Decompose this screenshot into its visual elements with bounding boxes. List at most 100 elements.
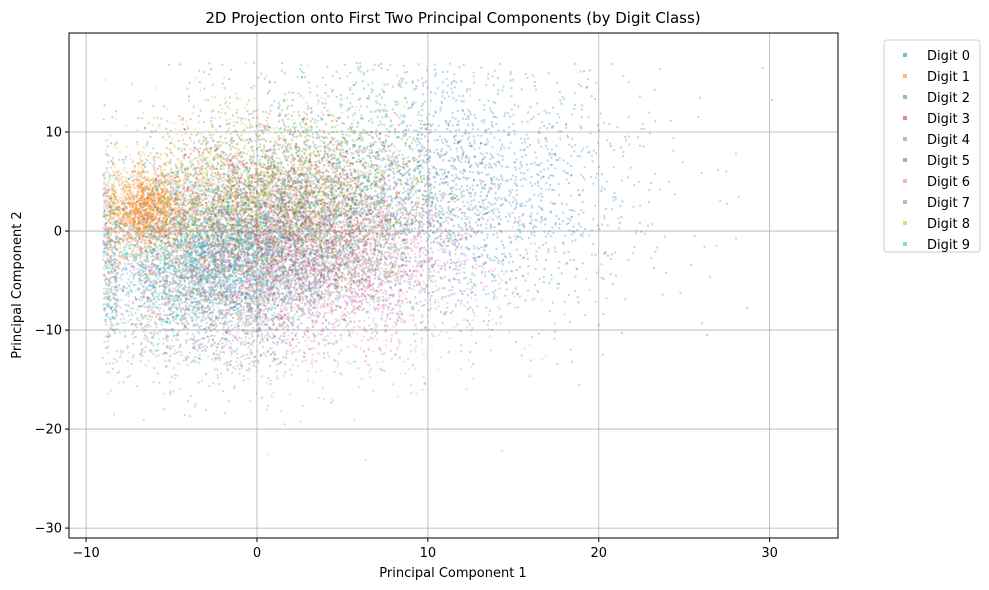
data-point xyxy=(424,254,427,256)
data-point xyxy=(299,163,302,166)
data-point xyxy=(413,159,416,162)
data-point xyxy=(535,258,538,261)
data-point xyxy=(537,194,540,197)
data-point xyxy=(577,83,580,86)
data-point xyxy=(432,115,435,118)
data-point xyxy=(432,264,435,267)
data-point xyxy=(644,232,646,235)
data-point xyxy=(302,215,305,218)
data-point xyxy=(493,69,496,72)
data-point xyxy=(417,137,420,140)
data-point xyxy=(441,168,444,171)
data-point xyxy=(462,189,465,192)
data-point xyxy=(526,120,529,123)
data-point xyxy=(391,155,394,158)
data-point xyxy=(439,225,441,228)
data-point xyxy=(541,219,544,222)
data-point xyxy=(486,138,489,141)
data-point xyxy=(351,198,354,201)
data-point xyxy=(511,174,514,177)
data-point xyxy=(467,162,470,164)
data-point xyxy=(390,237,393,240)
data-point xyxy=(497,185,500,188)
data-point xyxy=(216,148,219,151)
data-point xyxy=(498,139,501,142)
data-point xyxy=(526,258,529,260)
data-point xyxy=(384,166,387,169)
data-point xyxy=(236,195,239,198)
data-point xyxy=(430,125,433,128)
data-point xyxy=(499,174,502,177)
data-point xyxy=(246,226,249,229)
data-point xyxy=(364,167,367,169)
data-point xyxy=(543,125,546,128)
data-point xyxy=(335,340,338,343)
data-point xyxy=(232,237,235,240)
data-point xyxy=(140,231,142,234)
data-point xyxy=(433,176,436,179)
data-point xyxy=(118,232,120,234)
data-point xyxy=(286,159,289,162)
data-point xyxy=(383,83,386,86)
data-point xyxy=(431,202,434,205)
data-point xyxy=(341,130,344,133)
data-point xyxy=(416,144,419,147)
data-point xyxy=(136,188,139,191)
data-point xyxy=(334,171,337,174)
data-point xyxy=(450,156,453,159)
data-point xyxy=(357,98,360,101)
data-point xyxy=(466,138,469,141)
data-point xyxy=(531,74,534,77)
data-point xyxy=(486,206,489,209)
data-point xyxy=(408,173,411,176)
data-point xyxy=(386,83,389,86)
data-point xyxy=(452,232,455,235)
data-point xyxy=(473,81,475,84)
data-point xyxy=(133,209,136,212)
data-point xyxy=(573,92,576,95)
data-point xyxy=(394,243,396,246)
data-point xyxy=(219,136,222,138)
data-point xyxy=(488,257,491,260)
data-point xyxy=(481,153,484,156)
data-point xyxy=(419,142,421,145)
data-point xyxy=(394,180,397,183)
data-point xyxy=(410,223,413,226)
data-point xyxy=(120,183,123,186)
data-point xyxy=(569,259,572,262)
data-point xyxy=(376,109,379,112)
data-point xyxy=(521,274,524,277)
data-point xyxy=(284,280,287,283)
data-point xyxy=(163,168,166,171)
data-point xyxy=(487,99,490,102)
data-point xyxy=(484,187,486,190)
data-point xyxy=(406,125,409,128)
data-point xyxy=(494,197,497,200)
data-point xyxy=(471,208,474,211)
data-point xyxy=(458,66,461,69)
data-point xyxy=(449,192,452,195)
data-point xyxy=(359,149,362,152)
data-point xyxy=(351,92,354,95)
data-point xyxy=(461,172,464,175)
data-point xyxy=(443,263,446,266)
data-point xyxy=(229,213,232,216)
data-point xyxy=(541,175,544,178)
data-point xyxy=(399,82,402,85)
data-point xyxy=(408,168,411,170)
data-point xyxy=(359,131,362,134)
data-point xyxy=(448,213,451,216)
data-point xyxy=(394,222,397,225)
data-point xyxy=(356,220,359,222)
data-point xyxy=(279,198,282,201)
data-point xyxy=(581,235,584,238)
data-point xyxy=(387,158,390,161)
data-point xyxy=(590,176,593,179)
data-point xyxy=(303,193,306,196)
data-point xyxy=(423,290,426,293)
data-point xyxy=(434,139,437,142)
data-point xyxy=(341,121,344,124)
data-point xyxy=(350,122,353,125)
data-point xyxy=(420,174,423,177)
data-point xyxy=(381,142,384,145)
